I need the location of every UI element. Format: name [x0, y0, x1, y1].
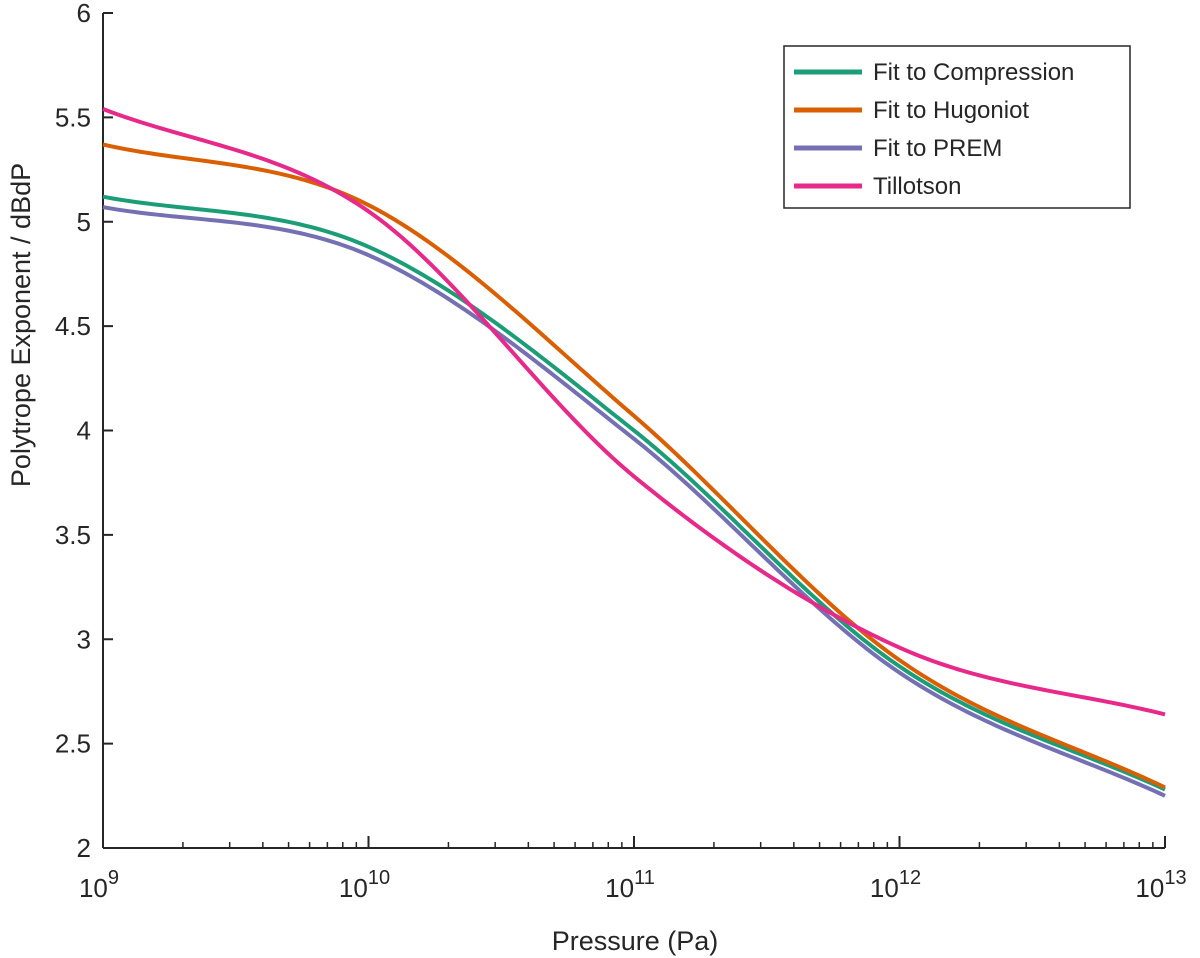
y-tick-label: 2	[77, 833, 91, 863]
y-tick-label: 5.5	[55, 102, 91, 132]
legend: Fit to Compression Fit to Hugoniot Fit to …	[783, 45, 1131, 209]
y-axis: 2 2.5 3 3.5 4 4.5 5 5.5 6	[55, 0, 113, 863]
x-tick-base: 10	[79, 873, 108, 903]
x-tick-base: 10	[339, 873, 368, 903]
y-tick-label: 6	[77, 0, 91, 28]
x-axis: 109 1010 1011 1012 1013	[79, 836, 1187, 903]
x-axis-title: Pressure (Pa)	[552, 926, 719, 956]
series-layer	[102, 107, 1166, 798]
series-line-fit-to-compression	[102, 194, 1166, 792]
x-tick-label: 1013	[1135, 867, 1186, 903]
x-tick-exponent: 10	[368, 867, 390, 889]
x-tick-label: 1011	[605, 867, 655, 903]
x-tick-exponent: 13	[1164, 867, 1186, 889]
x-tick-base: 10	[605, 873, 634, 903]
y-tick-label: 3	[77, 624, 91, 654]
series-line-fit-to-prem	[102, 205, 1166, 798]
legend-label: Tillotson	[873, 173, 961, 200]
x-tick-exponent: 11	[634, 867, 655, 889]
x-tick-exponent: 12	[899, 867, 921, 889]
y-tick-label: 2.5	[55, 729, 91, 759]
series-line-fit-to-hugoniot	[102, 142, 1166, 790]
y-tick-label: 4.5	[55, 311, 91, 341]
series-line-tillotson	[102, 107, 1166, 717]
y-axis-title: Polytrope Exponent / dBdP	[6, 163, 36, 487]
legend-label: Fit to PREM	[873, 135, 1002, 162]
y-tick-label: 4	[77, 416, 91, 446]
x-tick-label: 1010	[339, 867, 390, 903]
legend-label: Fit to Compression	[873, 59, 1074, 86]
x-tick-exponent: 9	[108, 867, 119, 889]
x-tick-base: 10	[870, 873, 899, 903]
x-tick-label: 109	[79, 867, 119, 903]
y-tick-label: 5	[77, 207, 91, 237]
legend-label: Fit to Hugoniot	[873, 97, 1029, 124]
x-tick-label: 1012	[870, 867, 921, 903]
x-tick-base: 10	[1135, 873, 1164, 903]
y-tick-label: 3.5	[55, 520, 91, 550]
